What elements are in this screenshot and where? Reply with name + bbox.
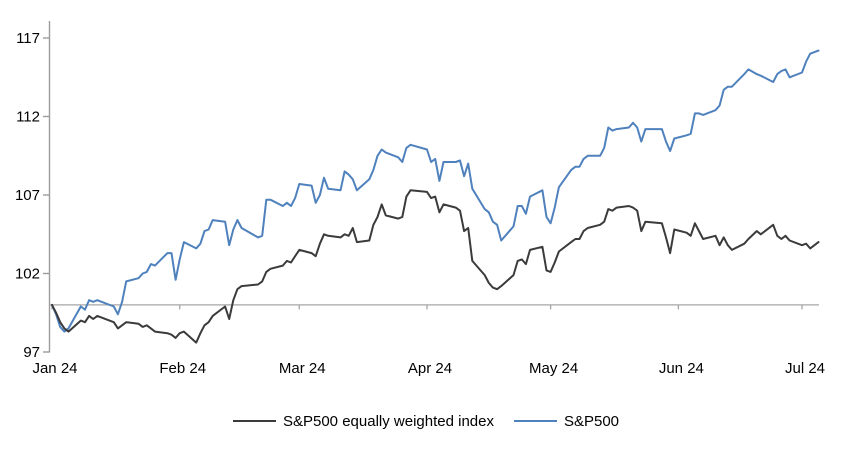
y-tick-label: 102 <box>15 266 40 283</box>
y-tick-label: 97 <box>23 344 40 361</box>
y-tick-label: 107 <box>15 187 40 204</box>
legend-label-equal-weight: S&P500 equally weighted index <box>282 412 494 430</box>
sp500-series-line <box>51 49 820 333</box>
sp500-line-sample <box>513 420 557 422</box>
x-tick-label: Jun 24 <box>659 360 704 377</box>
y-tick-label: 117 <box>16 30 40 47</box>
equal-weight-series-line <box>51 189 820 344</box>
equal-weight-line-sample <box>232 420 276 422</box>
legend-item-equal-weight: S&P500 equally weighted index <box>232 412 494 430</box>
line-chart: 97 102 107 112 117 Jan 24 Feb 24 Mar 24 Apr 24 Ma… <box>15 21 825 377</box>
x-tick-label: Jul 24 <box>785 360 825 377</box>
x-tick-label: Feb 24 <box>159 360 206 377</box>
x-tick-label: Apr 24 <box>408 360 452 377</box>
x-tick-label: Jan 24 <box>32 360 77 377</box>
chart-legend: S&P500 equally weighted index S&P500 <box>0 408 852 434</box>
x-tick-label: Mar 24 <box>279 360 326 377</box>
y-tick-label: 112 <box>16 109 40 126</box>
x-tick-label: May 24 <box>529 360 578 377</box>
legend-label-sp500: S&P500 <box>563 412 620 430</box>
legend-item-sp500: S&P500 <box>513 412 620 430</box>
